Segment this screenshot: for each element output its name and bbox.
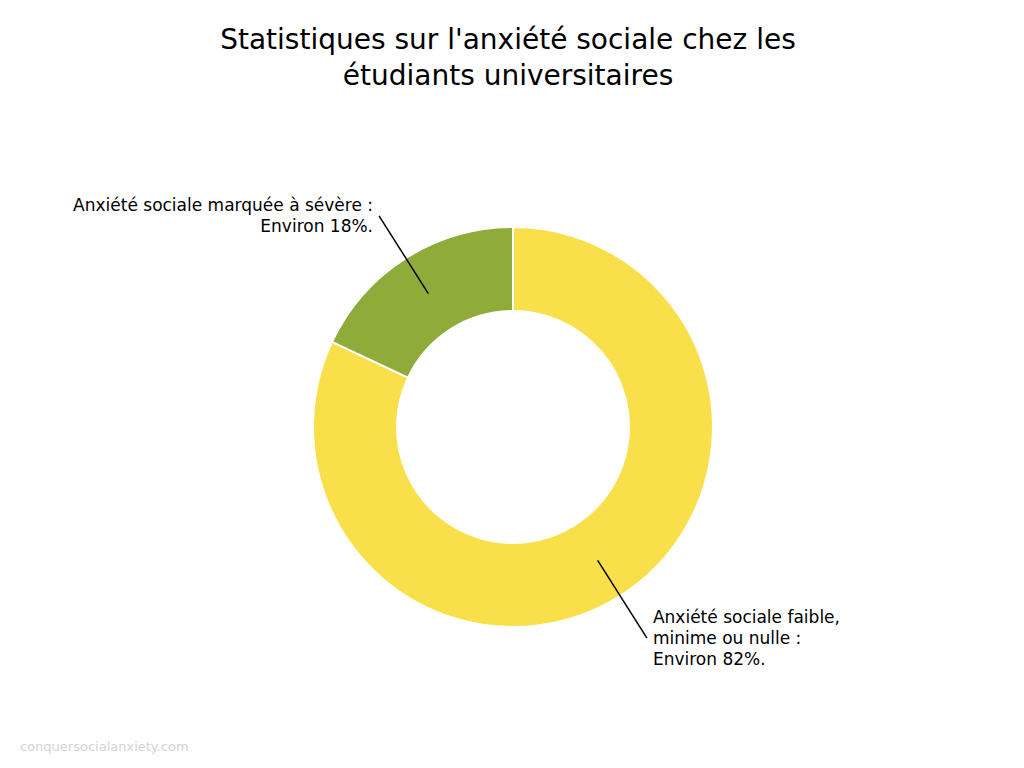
html-text:conquersocialanxiety.com: conquersocialanxiety.com	[20, 739, 189, 754]
svg-text:Anxiété sociale marquée à sévè: Anxiété sociale marquée à sévère :Enviro…	[73, 195, 373, 236]
html-text:Statistiques sur l'anxiété soc: Statistiques sur l'anxiété sociale chez …	[220, 23, 796, 92]
svg-text:Anxiété sociale faible,minime: Anxiété sociale faible,minime ou nulle :…	[653, 607, 840, 669]
